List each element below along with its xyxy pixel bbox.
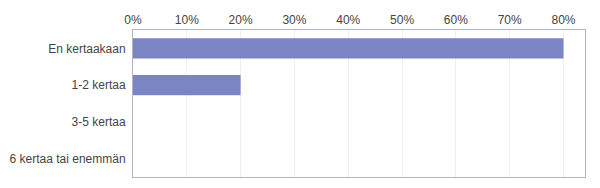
svg-text:60%: 60% bbox=[444, 13, 468, 27]
svg-text:50%: 50% bbox=[390, 13, 414, 27]
svg-text:En kertaakaan: En kertaakaan bbox=[48, 42, 125, 56]
svg-text:40%: 40% bbox=[336, 13, 360, 27]
svg-text:10%: 10% bbox=[175, 13, 199, 27]
svg-text:20%: 20% bbox=[229, 13, 253, 27]
svg-text:1-2 kertaa: 1-2 kertaa bbox=[72, 78, 126, 92]
svg-text:3-5 kertaa: 3-5 kertaa bbox=[72, 115, 126, 129]
svg-text:30%: 30% bbox=[282, 13, 306, 27]
svg-text:0%: 0% bbox=[124, 13, 142, 27]
svg-text:80%: 80% bbox=[551, 13, 575, 27]
svg-text:70%: 70% bbox=[498, 13, 522, 27]
svg-text:6 kertaa tai enemmän: 6 kertaa tai enemmän bbox=[10, 152, 126, 166]
